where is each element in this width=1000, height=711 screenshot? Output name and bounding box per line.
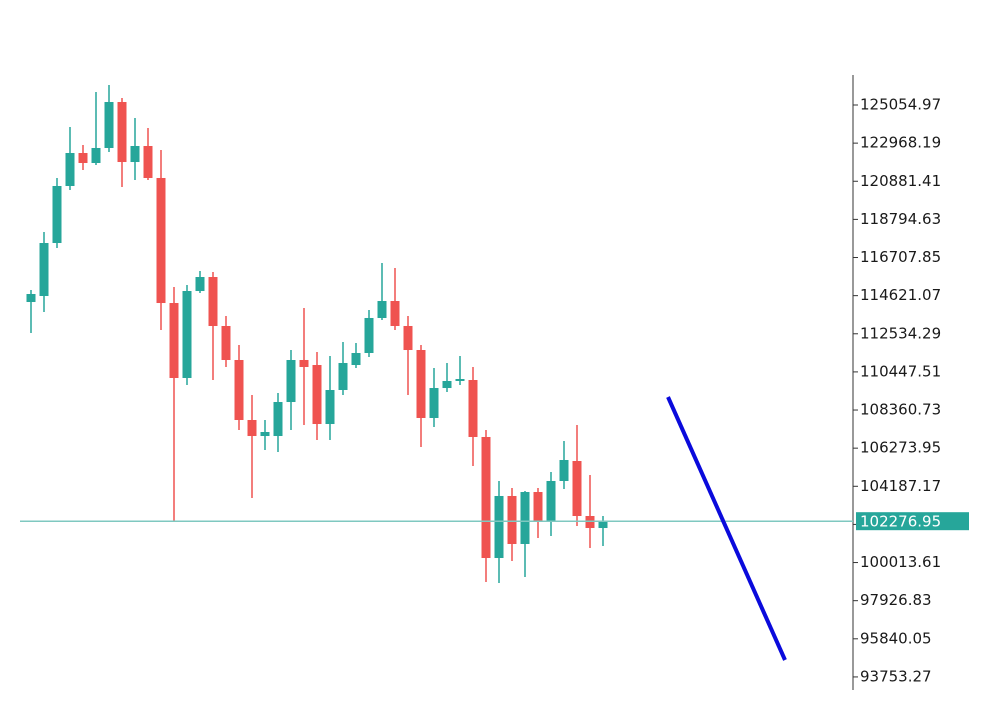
- y-tick-label: 95840.05: [860, 629, 932, 647]
- y-tick-label: 125054.97: [860, 96, 941, 114]
- candle-body: [260, 432, 270, 437]
- candle-body: [143, 146, 153, 178]
- candle-body: [585, 516, 595, 529]
- candle-body: [169, 303, 179, 378]
- candle-body: [234, 359, 244, 421]
- y-tick-label: 106273.95: [860, 439, 941, 457]
- candle-body: [546, 480, 556, 522]
- y-tick-label: 100013.61: [860, 553, 941, 571]
- candle-body: [195, 277, 205, 292]
- candle-body: [273, 402, 283, 437]
- y-tick-label: 108360.73: [860, 401, 941, 419]
- tick-layer: 125054.97 122968.19 120881.41 118794.63 1167…: [853, 96, 941, 685]
- y-tick-label: 97926.83: [860, 591, 932, 609]
- candle-body: [286, 359, 296, 403]
- y-tick-label: 120881.41: [860, 172, 941, 190]
- candle-body: [403, 325, 413, 351]
- candle-body: [559, 459, 569, 481]
- candle-body: [247, 420, 257, 437]
- y-tick-label: 114621.07: [860, 286, 941, 304]
- candle-body: [104, 102, 114, 148]
- candle-body: [65, 153, 75, 186]
- candle-body: [299, 359, 309, 367]
- candle-body: [221, 325, 231, 360]
- candle-body: [26, 294, 36, 303]
- candle-body: [156, 177, 166, 304]
- candle-body: [507, 495, 517, 544]
- candle-body: [312, 365, 322, 425]
- candle-body: [208, 277, 218, 326]
- candle-body: [429, 388, 439, 418]
- candle-body: [533, 492, 543, 522]
- candle-body: [390, 301, 400, 326]
- candle-body: [468, 380, 478, 437]
- y-tick-label: 122968.19: [860, 134, 941, 152]
- price-label-layer: 102276.95: [856, 512, 969, 531]
- candle-body: [377, 301, 387, 318]
- candle-body: [130, 146, 140, 163]
- candle-body: [351, 353, 361, 366]
- y-tick-label: 104187.17: [860, 477, 941, 495]
- candle-body: [481, 436, 491, 559]
- candle-body: [91, 147, 101, 163]
- candle-body: [494, 495, 504, 559]
- y-tick-label: 110447.51: [860, 362, 941, 380]
- candle-body: [182, 291, 192, 378]
- candle-body: [78, 153, 88, 163]
- candle-body: [39, 243, 49, 296]
- trend-line: [666, 396, 787, 661]
- candle-body: [442, 380, 452, 389]
- candle-body: [325, 390, 335, 425]
- candle-body: [52, 185, 62, 244]
- candle-body: [455, 379, 465, 381]
- y-tick-label: 118794.63: [860, 210, 941, 228]
- candle-layer: [20, 84, 853, 584]
- candle-body: [520, 492, 530, 544]
- y-tick-label: 93753.27: [860, 667, 932, 685]
- current-price-label: 102276.95: [860, 513, 941, 531]
- y-tick-label: 112534.29: [860, 324, 941, 342]
- candle-body: [364, 317, 374, 354]
- y-tick-label: 116707.85: [860, 248, 941, 266]
- candle-body: [416, 350, 426, 418]
- candle-body: [598, 521, 608, 529]
- candle-body: [572, 461, 582, 517]
- candle-body: [117, 102, 127, 163]
- candle-body: [338, 362, 348, 391]
- current-price-box: [856, 512, 969, 531]
